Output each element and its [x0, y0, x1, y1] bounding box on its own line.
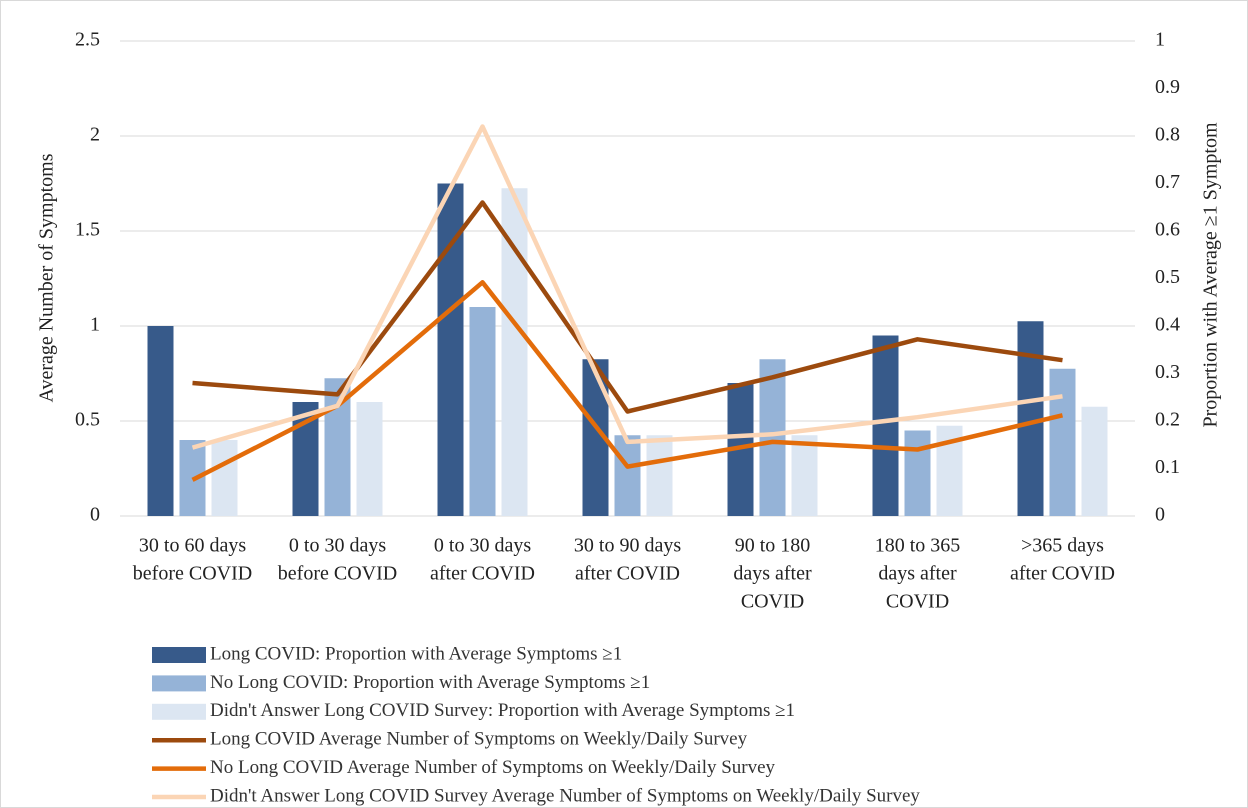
y-axis-label: Average Number of Symptoms: [36, 153, 58, 402]
y2-tick-label: 0.3: [1155, 361, 1180, 383]
y-tick-label: 1.5: [75, 219, 100, 241]
y2-tick-label: 0.5: [1155, 266, 1180, 288]
legend: Long COVID: Proportion with Average Symp…: [152, 643, 920, 806]
bar: [614, 435, 641, 516]
y2-tick-label: 0.6: [1155, 219, 1180, 241]
y2-tick-label: 0.7: [1155, 171, 1180, 193]
y-tick-label: 0.5: [75, 409, 100, 431]
y2-tick-label: 1: [1155, 29, 1165, 51]
x-tick-label: COVID: [741, 591, 804, 613]
y2-tick-label: 0.8: [1155, 124, 1180, 146]
y-tick-label: 0: [90, 504, 100, 526]
y2-tick-label: 0.4: [1155, 314, 1180, 336]
x-tick-label: after COVID: [1010, 563, 1115, 585]
bar: [437, 183, 464, 516]
x-tick-label: 180 to 365: [875, 535, 961, 557]
x-tick-label: before COVID: [278, 563, 397, 585]
x-tick-label: days after: [733, 563, 812, 585]
bar: [872, 335, 899, 516]
line: [191, 124, 1063, 450]
x-tick-label: COVID: [886, 591, 949, 613]
legend-label: Didn't Answer Long COVID Survey Average …: [210, 785, 920, 806]
x-tick-label: 0 to 30 days: [289, 535, 386, 557]
y2-tick-label: 0: [1155, 504, 1165, 526]
legend-swatch: [152, 703, 206, 720]
legend-label: Didn't Answer Long COVID Survey: Proport…: [210, 700, 795, 721]
x-tick-label: 30 to 60 days: [139, 535, 246, 557]
bar: [1081, 406, 1108, 516]
bar: [501, 188, 528, 516]
x-tick-label: 90 to 180: [735, 535, 811, 557]
y-tick-label: 1: [90, 314, 100, 336]
bar: [791, 435, 818, 516]
x-tick-label: before COVID: [133, 563, 252, 585]
bar: [147, 326, 174, 516]
x-tick-label: after COVID: [575, 563, 680, 585]
legend-label: No Long COVID Average Number of Symptoms…: [210, 757, 776, 778]
x-tick-label: after COVID: [430, 563, 535, 585]
legend-label: Long COVID: Proportion with Average Symp…: [210, 643, 622, 664]
y2-axis-label: Proportion with Average ≥1 Symptom: [1200, 122, 1222, 427]
bar: [759, 359, 786, 516]
y-tick-label: 2.5: [75, 29, 100, 51]
x-tick-label: days after: [878, 563, 957, 585]
x-tick-label: 0 to 30 days: [434, 535, 531, 557]
line: [192, 200, 1063, 414]
y-tick-label: 2: [90, 124, 100, 146]
legend-label: Long COVID Average Number of Symptoms on…: [210, 729, 748, 750]
bar: [646, 435, 673, 516]
legend-label: No Long COVID: Proportion with Average S…: [210, 672, 650, 693]
y2-tick-label: 0.9: [1155, 76, 1180, 98]
bar: [1049, 368, 1076, 516]
bar: [356, 402, 383, 516]
legend-swatch: [152, 675, 206, 692]
x-tick-label: 30 to 90 days: [574, 535, 681, 557]
y2-tick-label: 0.1: [1155, 456, 1180, 478]
y2-tick-label: 0.2: [1155, 409, 1180, 431]
legend-swatch: [152, 647, 206, 663]
bar: [904, 430, 931, 516]
bar: [469, 307, 496, 516]
bar: [211, 440, 238, 516]
x-tick-label: >365 days: [1021, 535, 1104, 557]
